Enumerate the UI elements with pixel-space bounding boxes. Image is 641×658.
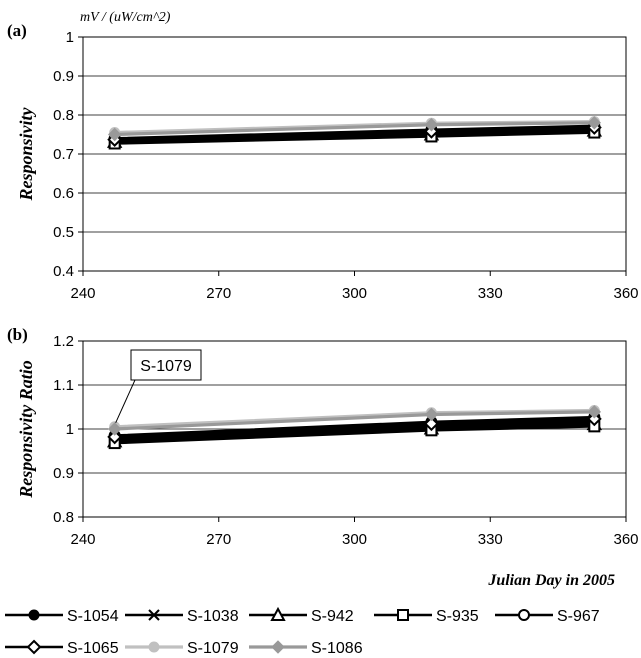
callout-label: S-1079 xyxy=(140,358,192,375)
x-tick-label: 270 xyxy=(206,285,231,302)
x-tick-label: 330 xyxy=(478,285,503,302)
unit-label: mV / (uW/cm^2) xyxy=(80,10,171,25)
panel-label: (a) xyxy=(7,21,27,40)
panel-b: 0.8 0.9 1 1.1 1.2 240 270 300 330 360 (b) Responsiv… xyxy=(7,325,639,589)
y-tick-label: 0.6 xyxy=(53,185,74,202)
legend-item-s-1054: S-1054 xyxy=(5,608,119,625)
data-point xyxy=(107,127,122,142)
legend-label: S-1038 xyxy=(187,608,239,625)
data-point xyxy=(587,405,602,419)
series-s-1065 xyxy=(107,411,602,445)
legend-label: S-1065 xyxy=(67,640,119,657)
panel-a: 0.4 0.5 0.6 0.7 0.8 0.9 1 240 270 300 330 360 (a) Res… xyxy=(7,10,639,302)
legend-item-s-1086: S-1086 xyxy=(249,640,363,657)
legend-marker xyxy=(270,606,286,621)
x-tick-label: 360 xyxy=(613,531,638,548)
y-tick-label: 0.8 xyxy=(53,107,74,124)
legend-marker xyxy=(26,639,42,655)
legend-label: S-942 xyxy=(311,608,354,625)
legend-item-s-967: S-967 xyxy=(495,608,600,625)
legend-marker xyxy=(397,609,409,621)
legend-label: S-1054 xyxy=(67,608,119,625)
y-tick-label: 0.9 xyxy=(53,68,74,85)
y-tick-label: 1 xyxy=(66,29,74,46)
callout-box xyxy=(130,349,202,381)
x-tick-label: 240 xyxy=(70,531,95,548)
legend-marker xyxy=(148,641,160,653)
legend-item-s-1079: S-1079 xyxy=(125,640,239,657)
legend-item-s-942: S-942 xyxy=(249,606,354,625)
x-tick-label: 360 xyxy=(613,285,638,302)
legend-item-s-1065: S-1065 xyxy=(5,639,119,657)
legend: S-1054 S-1038 S-942 S-935 S-967 S-1065 S-1079 S… xyxy=(5,606,600,657)
y-tick-label: 1 xyxy=(66,421,74,438)
x-tick-label: 240 xyxy=(70,285,95,302)
legend-item-s-1038: S-1038 xyxy=(125,608,239,625)
data-point xyxy=(424,407,439,422)
y-tick-label: 1.2 xyxy=(53,333,74,350)
y-axis-label: Responsivity xyxy=(16,106,36,201)
y-tick-label: 0.9 xyxy=(53,465,74,482)
legend-label: S-935 xyxy=(436,608,479,625)
data-point xyxy=(587,116,602,130)
series-s-1086 xyxy=(107,405,602,436)
data-point xyxy=(107,429,123,445)
y-tick-label: 0.5 xyxy=(53,224,74,241)
x-axis-label: Julian Day in 2005 xyxy=(487,572,615,589)
x-tick-label: 300 xyxy=(342,531,367,548)
data-point xyxy=(107,422,122,436)
legend-item-s-935: S-935 xyxy=(374,608,479,625)
legend-marker xyxy=(148,609,160,621)
legend-marker xyxy=(28,609,40,621)
legend-marker xyxy=(271,640,285,654)
x-tick-label: 300 xyxy=(342,285,367,302)
data-point xyxy=(424,416,439,432)
y-tick-label: 1.1 xyxy=(53,377,74,394)
legend-label: S-1086 xyxy=(311,640,363,657)
y-tick-label: 0.8 xyxy=(53,509,74,526)
data-point xyxy=(586,411,602,427)
y-tick-label: 0.4 xyxy=(53,263,74,280)
x-tick-label: 330 xyxy=(478,531,503,548)
x-tick-label: 270 xyxy=(206,531,231,548)
y-tick-label: 0.7 xyxy=(53,146,74,163)
legend-label: S-967 xyxy=(557,608,600,625)
legend-marker xyxy=(518,609,530,621)
data-point xyxy=(424,118,439,132)
y-axis-label: Responsivity Ratio xyxy=(16,360,36,499)
legend-label: S-1079 xyxy=(187,640,239,657)
panel-label: (b) xyxy=(7,325,28,344)
callout-leader xyxy=(115,379,136,424)
series-s-1086 xyxy=(107,116,602,142)
